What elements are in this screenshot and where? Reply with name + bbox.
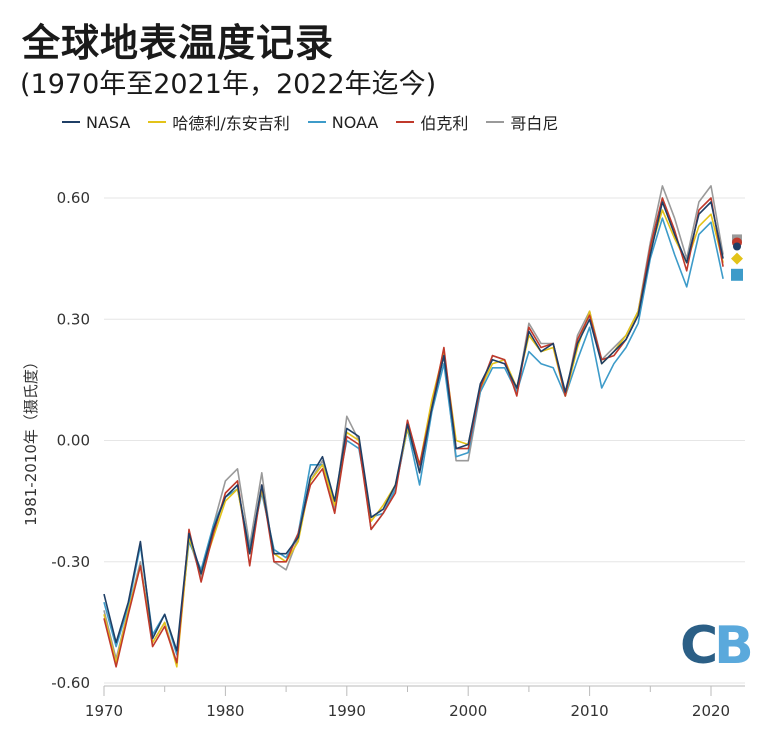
logo-b: B bbox=[714, 616, 754, 676]
x-tick-label: 1970 bbox=[85, 702, 123, 720]
legend-label: 哥白尼 bbox=[510, 114, 559, 133]
logo-c: C bbox=[680, 616, 718, 676]
y-axis-ticks: -0.60 -0.30 0.00 0.30 0.60 bbox=[51, 189, 90, 692]
legend-label: 伯克利 bbox=[420, 114, 469, 133]
grid-lines bbox=[104, 197, 745, 684]
y-tick-label: -0.30 bbox=[51, 553, 90, 571]
y-tick-label: 0.00 bbox=[57, 432, 90, 450]
marker-noaa bbox=[731, 268, 743, 281]
legend-label: NOAA bbox=[331, 112, 379, 132]
legend-item: 哈德利/东安吉利 bbox=[148, 110, 290, 134]
legend-item: NASA bbox=[62, 113, 130, 132]
carbon-brief-logo: CB bbox=[680, 620, 754, 672]
y-tick-label: 0.60 bbox=[57, 189, 90, 207]
marker-nasa bbox=[733, 242, 741, 251]
legend-label: 哈德利/东安吉利 bbox=[172, 114, 290, 133]
x-tick-label: 2020 bbox=[692, 702, 730, 720]
series-line-2 bbox=[103, 217, 724, 656]
legend-swatch bbox=[148, 121, 167, 123]
series-lines bbox=[103, 185, 724, 668]
x-tick-label: 1990 bbox=[328, 702, 366, 720]
chart-subtitle: (1970年至2021年，2022年迄今) bbox=[20, 69, 437, 100]
x-axis-ticks: 1970 1980 1990 2000 2010 2020 bbox=[85, 685, 745, 720]
legend-item: NOAA bbox=[307, 112, 379, 132]
latest-year-markers bbox=[731, 234, 743, 281]
marker-hadley bbox=[731, 252, 743, 265]
x-tick-label: 2010 bbox=[571, 702, 609, 720]
legend-swatch bbox=[396, 121, 415, 123]
x-tick-label: 1980 bbox=[206, 702, 244, 720]
legend-swatch bbox=[62, 121, 80, 123]
legend-swatch bbox=[486, 121, 505, 123]
y-tick-label: 0.30 bbox=[57, 310, 90, 328]
series-line-0 bbox=[103, 201, 724, 652]
y-tick-label: -0.60 bbox=[51, 674, 90, 692]
chart-title: 全球地表温度记录 bbox=[22, 21, 335, 65]
legend-label: NASA bbox=[86, 112, 131, 132]
legend-item: 伯克利 bbox=[396, 110, 468, 134]
legend-item: 哥白尼 bbox=[486, 110, 558, 134]
series-line-3 bbox=[103, 197, 724, 668]
legend-swatch bbox=[307, 121, 326, 123]
x-tick-label: 2000 bbox=[449, 702, 487, 720]
series-line-4 bbox=[103, 185, 724, 664]
y-axis-label: 1981-2010年（摄氏度） bbox=[22, 354, 40, 526]
series-line-1 bbox=[103, 209, 724, 668]
legend: NASA 哈德利/东安吉利 NOAA 伯克利 哥白尼 bbox=[62, 110, 558, 134]
